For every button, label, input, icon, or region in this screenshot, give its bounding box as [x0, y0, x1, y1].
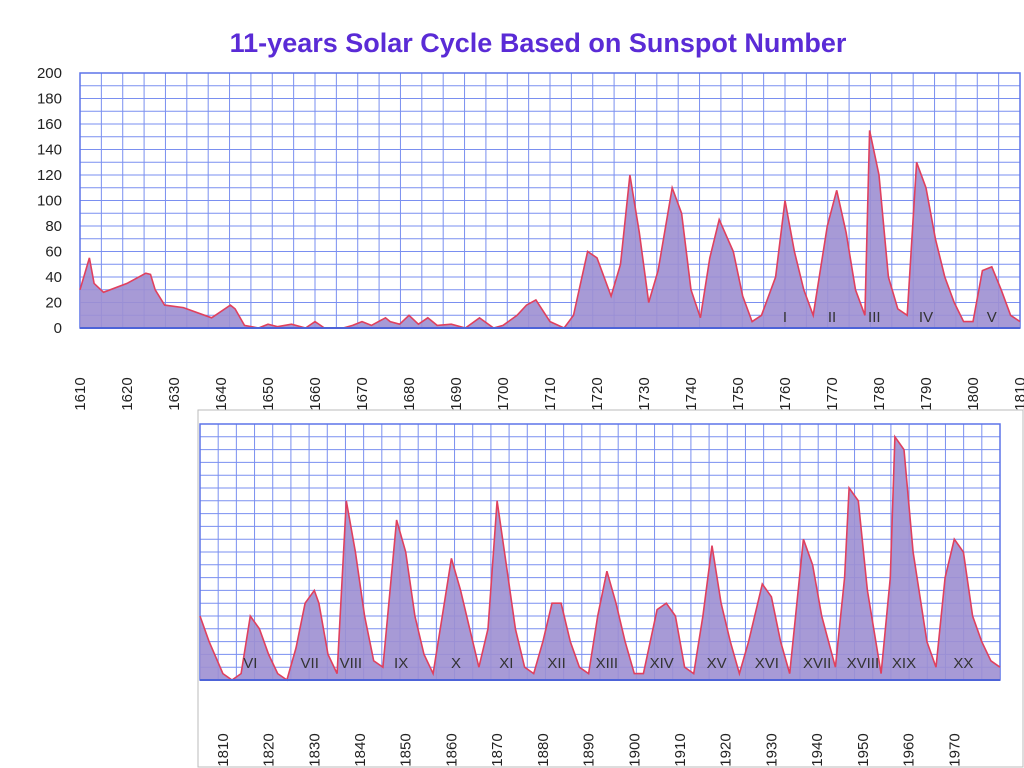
cycle-label: XIV	[650, 655, 674, 672]
x-tick-label: 1620	[119, 377, 136, 410]
top-chart-panel: 0 20 40 60 80 100 120 140 160 180 200 1610 1620 1630 1…	[37, 65, 1024, 411]
x-tick-label: 1970	[946, 733, 963, 766]
y-tick-label: 40	[45, 269, 62, 286]
x-tick-label: 1750	[730, 377, 747, 410]
x-tick-label: 1870	[489, 733, 506, 766]
x-tick-label: 1810	[215, 733, 232, 766]
x-tick-label: 1630	[166, 377, 183, 410]
x-tick-label: 1640	[213, 377, 230, 410]
cycle-label: XI	[499, 655, 513, 672]
y-tick-label: 60	[45, 244, 62, 261]
cycle-label: IV	[919, 309, 933, 326]
cycle-label: VI	[243, 655, 257, 672]
x-tick-label: 1610	[72, 377, 89, 410]
cycle-label: X	[451, 655, 461, 672]
x-tick-label: 1940	[809, 733, 826, 766]
bottom-chart-panel: 1810 1820 1830 1840 1850 1860 1870 1880 1890 1900…	[197, 409, 1024, 768]
cycle-label: XIX	[892, 655, 916, 672]
cycle-label: I	[783, 309, 787, 326]
x-tick-label: 1850	[398, 733, 415, 766]
x-tick-label: 1890	[581, 733, 598, 766]
y-tick-label: 160	[37, 116, 62, 133]
cycle-label: XII	[547, 655, 565, 672]
x-tick-label: 1840	[352, 733, 369, 766]
cycle-label: III	[868, 309, 881, 326]
x-tick-label: 1830	[306, 733, 323, 766]
cycle-label: XVII	[803, 655, 831, 672]
y-tick-label: 140	[37, 142, 62, 159]
sunspot-line	[199, 434, 1001, 682]
x-tick-label: 1880	[535, 733, 552, 766]
cycle-label: XV	[707, 655, 727, 672]
x-tick-label: 1910	[672, 733, 689, 766]
x-tick-label: 1690	[448, 377, 465, 410]
x-tick-label: 1650	[260, 377, 277, 410]
x-tick-label: 1740	[683, 377, 700, 410]
x-tick-label: 1950	[855, 733, 872, 766]
x-tick-label: 1900	[626, 733, 643, 766]
x-tick-label: 1790	[918, 377, 935, 410]
cycle-label: XX	[953, 655, 973, 672]
y-tick-label: 100	[37, 193, 62, 210]
y-tick-label: 120	[37, 167, 62, 184]
x-tick-label: 1760	[777, 377, 794, 410]
x-tick-label: 1930	[763, 733, 780, 766]
x-tick-label: 1680	[401, 377, 418, 410]
x-tick-label: 1700	[495, 377, 512, 410]
y-tick-label: 20	[45, 295, 62, 312]
x-tick-label: 1960	[901, 733, 918, 766]
cycle-label: II	[828, 309, 836, 326]
cycle-label: VII	[301, 655, 319, 672]
x-tick-label: 1860	[443, 733, 460, 766]
x-tick-label: 1810	[1012, 377, 1024, 410]
chart-title: 11-years Solar Cycle Based on Sunspot Nu…	[229, 28, 847, 58]
x-tick-label: 1670	[354, 377, 371, 410]
x-tick-label: 1920	[718, 733, 735, 766]
x-tick-label: 1730	[636, 377, 653, 410]
sunspot-area	[80, 130, 1020, 328]
x-tick-label: 1720	[589, 377, 606, 410]
cycle-label: XIII	[596, 655, 619, 672]
x-tick-label: 1780	[871, 377, 888, 410]
x-tick-label: 1820	[261, 733, 278, 766]
x-tick-label: 1770	[824, 377, 841, 410]
x-tick-label: 1710	[542, 377, 559, 410]
cycle-label: V	[987, 309, 997, 326]
y-tick-label: 180	[37, 91, 62, 108]
x-tick-label: 1800	[965, 377, 982, 410]
cycle-label: IX	[394, 655, 408, 672]
y-tick-label: 0	[54, 320, 62, 337]
y-tick-label: 200	[37, 65, 62, 82]
cycle-label: XVIII	[847, 655, 880, 672]
sunspot-area	[200, 436, 1000, 680]
y-tick-label: 80	[45, 218, 62, 235]
cycle-label: VIII	[340, 655, 363, 672]
cycle-label: XVI	[755, 655, 779, 672]
x-tick-label: 1660	[307, 377, 324, 410]
sunspot-line	[79, 130, 1021, 329]
